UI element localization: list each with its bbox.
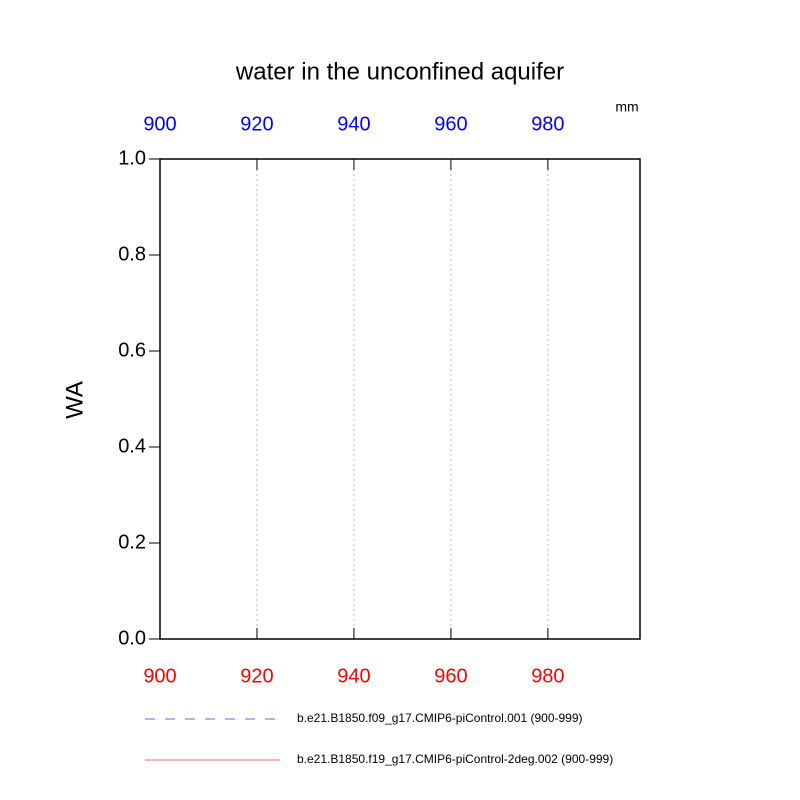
y-tick-label: 0.0 <box>118 627 146 649</box>
y-tick-label: 0.8 <box>118 243 146 265</box>
x-top-tick-label: 940 <box>337 113 370 135</box>
x-top-tick-label: 920 <box>240 113 273 135</box>
x-top-tick-label: 960 <box>434 113 467 135</box>
x-top-tick-label: 900 <box>143 113 176 135</box>
x-tick-label: 900 <box>143 665 176 687</box>
x-tick-label: 920 <box>240 665 273 687</box>
x-top-tick-label: 980 <box>531 113 564 135</box>
chart-title: water in the unconfined aquifer <box>235 58 564 85</box>
y-tick-label: 0.6 <box>118 339 146 361</box>
y-tick-label: 1.0 <box>118 147 146 169</box>
y-tick-label: 0.4 <box>118 435 146 457</box>
units-label: mm <box>615 99 638 115</box>
plot-frame <box>159 158 641 640</box>
y-tick-label: 0.2 <box>118 531 146 553</box>
x-tick-label: 960 <box>434 665 467 687</box>
legend-label: b.e21.B1850.f19_g17.CMIP6-piControl-2deg… <box>297 752 613 766</box>
legend-label: b.e21.B1850.f09_g17.CMIP6-piControl.001 … <box>297 711 583 725</box>
x-tick-label: 940 <box>337 665 370 687</box>
y-axis-label: WA <box>61 381 88 419</box>
x-tick-label: 980 <box>531 665 564 687</box>
